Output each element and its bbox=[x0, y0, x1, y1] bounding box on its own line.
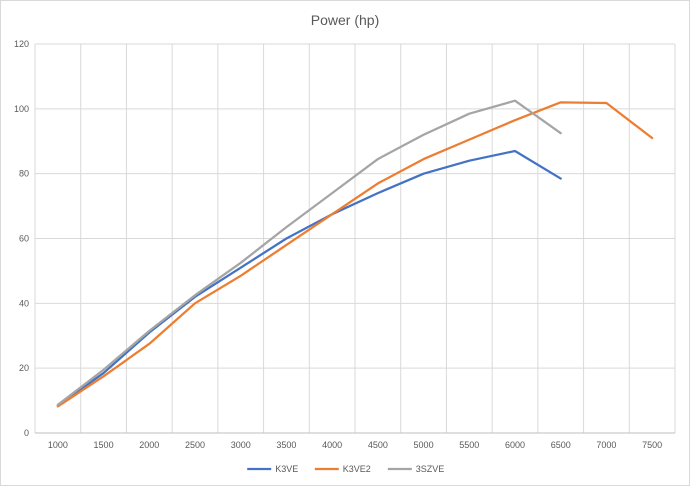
x-tick-label: 7000 bbox=[596, 440, 616, 450]
y-tick-label: 20 bbox=[19, 363, 29, 373]
legend-label: K3VE bbox=[275, 464, 298, 474]
x-tick-label: 6500 bbox=[551, 440, 571, 450]
x-tick-label: 4500 bbox=[368, 440, 388, 450]
series-line-k3ve bbox=[56, 149, 562, 407]
legend-label: K3VE2 bbox=[343, 464, 371, 474]
legend: K3VE K3VE2 3SZVE bbox=[247, 464, 444, 474]
x-tick-label: 1000 bbox=[48, 440, 68, 450]
x-tick-label: 3500 bbox=[276, 440, 296, 450]
legend-item-k3ve: K3VE bbox=[247, 464, 298, 474]
x-tick-label: 5500 bbox=[459, 440, 479, 450]
y-tick-label: 80 bbox=[19, 169, 29, 179]
y-tick-label: 120 bbox=[14, 39, 29, 49]
series-line-k3ve2 bbox=[56, 101, 654, 408]
x-tick-label: 2000 bbox=[139, 440, 159, 450]
x-tick-label: 5000 bbox=[414, 440, 434, 450]
x-tick-label: 1500 bbox=[94, 440, 114, 450]
x-tick-label: 2500 bbox=[185, 440, 205, 450]
axes: 0 20 40 60 80 100 120 1000 1500 2000 2500 3000 3500 4… bbox=[14, 39, 675, 450]
x-tick-label: 6000 bbox=[505, 440, 525, 450]
y-tick-label: 0 bbox=[24, 428, 29, 438]
chart-title: Power (hp) bbox=[311, 12, 379, 28]
series-line-3szve bbox=[56, 99, 562, 406]
gridlines bbox=[34, 43, 676, 433]
y-tick-label: 100 bbox=[14, 104, 29, 114]
x-tick-label: 7500 bbox=[642, 440, 662, 450]
y-tick-label: 60 bbox=[19, 234, 29, 244]
legend-item-3szve: 3SZVE bbox=[387, 464, 445, 474]
y-tick-label: 40 bbox=[19, 298, 29, 308]
legend-item-k3ve2: K3VE2 bbox=[314, 464, 371, 474]
x-tick-label: 3000 bbox=[231, 440, 251, 450]
legend-label: 3SZVE bbox=[416, 464, 445, 474]
series-lines bbox=[56, 99, 654, 408]
x-tick-label: 4000 bbox=[322, 440, 342, 450]
